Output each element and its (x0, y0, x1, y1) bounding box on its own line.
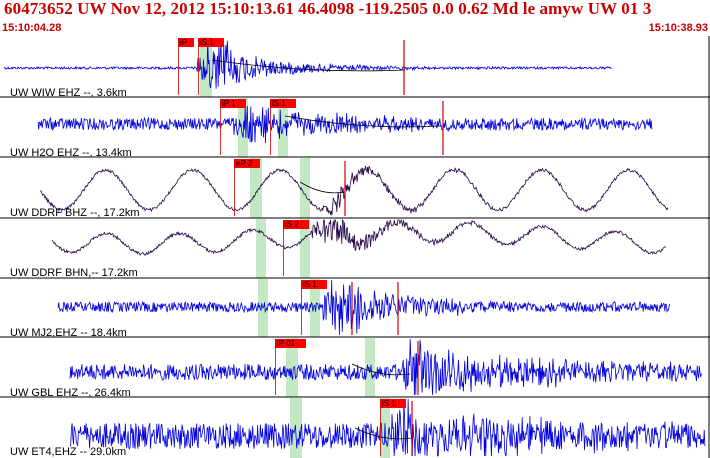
arrival-window (238, 98, 248, 157)
phase-pick-label: iP 01 (277, 339, 296, 348)
arrival-window (250, 158, 262, 218)
waveform-trace (3, 37, 612, 89)
phase-pick-label: iS 1 (382, 399, 396, 408)
phase-pick[interactable]: iS 1 (198, 38, 224, 95)
waveform-trace (57, 279, 671, 336)
header: 60473652 UW Nov 12, 2012 15:10:13.61 46.… (0, 0, 710, 36)
coda-fit-curve (351, 363, 411, 376)
channel-label: UW MJ2,EHZ -- 18.4km (10, 327, 127, 339)
waveform-trace (39, 165, 669, 216)
phase-pick[interactable]: iP 01 (275, 339, 306, 395)
phase-picks[interactable]: iP iS 1 iP 1 iS 1 eP 2 iS 2 iS 1 iP 01 iS 1 (178, 38, 444, 456)
phase-pick-label: eP 2 (236, 159, 253, 168)
phase-pick[interactable]: eP 2 (234, 159, 260, 216)
channel-label: UW WIW EHZ --, 3.6km (10, 87, 127, 99)
phase-pick[interactable]: iS 1 (380, 399, 406, 456)
channel-label: UW DDRF BHZ --, 17.2km (10, 207, 140, 219)
trace-separators (0, 36, 710, 458)
arrival-window (286, 338, 298, 397)
coda-fit-curve (284, 115, 441, 128)
coda-fit-curve (354, 427, 413, 440)
phase-pick[interactable]: iS 2 (283, 220, 309, 276)
waveform-trace (51, 218, 667, 256)
phase-pick[interactable]: iS 1 (301, 280, 327, 335)
waveform-trace (37, 105, 653, 144)
channel-label: UW DDRF BHN,-- 17.2km (10, 267, 138, 279)
time-start: 15:10:04.28 (2, 22, 62, 34)
arrival-window (300, 219, 310, 278)
phase-pick-label: iP 1 (222, 99, 236, 108)
coda-fit-curve (211, 59, 406, 72)
phase-pick-label: iS 1 (272, 99, 286, 108)
phase-pick-label: iP (180, 38, 187, 47)
phase-pick-label: iS 1 (303, 280, 317, 289)
arrival-window (256, 219, 266, 278)
event-title: 60473652 UW Nov 12, 2012 15:10:13.61 46.… (4, 0, 652, 18)
arrival-window (290, 398, 302, 458)
phase-pick-label: iS 1 (200, 38, 214, 47)
channel-label: UW ET4,EHZ -- 29.0km (10, 446, 126, 458)
waveforms (3, 37, 706, 457)
arrival-window (300, 158, 310, 218)
coda-fit-curve (299, 181, 346, 194)
channel-label: UW H2O EHZ --, 13.4km (10, 147, 132, 159)
time-end: 15:10:38.93 (648, 22, 708, 34)
phase-pick[interactable]: iS 1 (270, 99, 296, 155)
waveform-trace (69, 338, 702, 396)
waveform-trace (69, 398, 706, 457)
arrival-window (365, 338, 375, 397)
channel-label: UW GBL EHZ --, 26.4km (10, 387, 131, 399)
phase-pick[interactable]: iP 1 (220, 99, 246, 155)
phase-pick-label: iS 2 (285, 220, 299, 229)
phase-pick[interactable]: iP (178, 38, 194, 95)
arrival-window (200, 37, 212, 97)
channel-labels: UW WIW EHZ --, 3.6km UW H2O EHZ --, 13.4k… (10, 87, 140, 458)
